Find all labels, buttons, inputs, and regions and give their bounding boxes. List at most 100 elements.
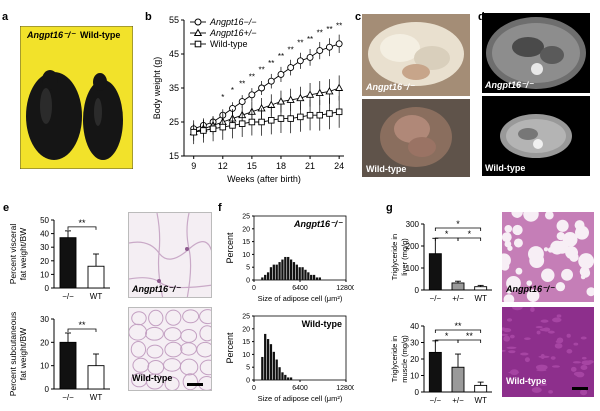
histogram-bar xyxy=(289,377,293,380)
significance-mark: * xyxy=(221,93,224,102)
significance-mark: ** xyxy=(78,320,86,330)
histogram-bar xyxy=(281,372,284,380)
x-tick-label: 24 xyxy=(334,161,344,171)
significance-mark: * xyxy=(468,229,472,239)
y-tick-label: 200 xyxy=(406,242,420,251)
x-tick-label: 12800 xyxy=(336,385,354,392)
data-point-square xyxy=(200,127,207,134)
histogram-bar xyxy=(264,333,267,380)
body-weight-legend: Angpt16−/−Angpt16+/−Wild-type xyxy=(190,17,257,49)
data-point-square xyxy=(316,111,324,119)
y-tick-label: 0 xyxy=(415,286,420,295)
data-point-circle xyxy=(267,77,275,85)
significance-mark: ** xyxy=(297,39,303,48)
y-axis-label: fat weight/BW xyxy=(18,228,28,280)
legend-entry: Wild-type xyxy=(210,39,248,49)
histogram-bar xyxy=(295,264,298,280)
panel-letter-f: f xyxy=(218,202,222,214)
y-tick-label: 0 xyxy=(246,378,250,385)
mouse-label-knockout: Angpt16⁻/⁻ xyxy=(27,30,76,40)
significance-bracket xyxy=(457,237,482,241)
significance-mark: ** xyxy=(326,25,332,34)
data-point-triangle xyxy=(305,90,315,98)
histogram-bar xyxy=(284,256,287,280)
ct-scan-knockout-svg xyxy=(482,13,590,93)
mouse-label-wildtype: Wild-type xyxy=(80,30,121,40)
category-label: WT xyxy=(90,393,103,402)
histogram-bar xyxy=(261,356,264,380)
histogram-bar xyxy=(301,267,304,280)
histogram-bar xyxy=(269,344,273,380)
data-point-square xyxy=(287,115,294,122)
histogram-bar xyxy=(287,256,290,280)
data-point-circle xyxy=(296,57,304,65)
y-tick-label: 25 xyxy=(242,214,250,221)
mouse-photo-svg xyxy=(20,26,133,169)
x-tick-label: 12 xyxy=(218,161,228,171)
x-tick-label: 0 xyxy=(252,385,256,392)
data-point-square xyxy=(258,118,265,126)
histogram-bar xyxy=(315,277,319,280)
fat-histology-knockout xyxy=(128,212,212,298)
legend-entry: Angpt16+/− xyxy=(209,28,257,38)
body-weight-chart: 15 25 35 45 55 9 12 15 18 21 24 Weeks (after birth)… xyxy=(152,15,344,184)
series-line xyxy=(193,111,340,133)
histogram-title: Angpt16⁻/⁻ xyxy=(293,219,343,229)
dissection-photo-wildtype-svg xyxy=(362,99,470,177)
data-point-square xyxy=(277,115,285,122)
liver-triglyceride-chart: 0 100 200 300 Triglyceride in liver (mg/g) −/−… xyxy=(390,219,492,303)
data-point-square xyxy=(335,108,343,116)
histogram-bar xyxy=(272,351,275,380)
ct-label-wildtype: Wild-type xyxy=(485,163,526,173)
significance-bracket xyxy=(434,227,482,231)
histogram-bar xyxy=(281,259,284,280)
data-point-square xyxy=(190,128,197,136)
y-tick-label: 5 xyxy=(246,365,250,372)
y-tick-label: 10 xyxy=(40,270,49,279)
x-tick-label: 6400 xyxy=(292,385,308,392)
data-point-circle xyxy=(306,53,314,61)
histogram-bar xyxy=(266,339,270,380)
data-point-square xyxy=(219,123,227,131)
data-point-square xyxy=(229,122,236,129)
y-axis-label: Percent xyxy=(225,232,235,264)
fat-histology-knockout-svg xyxy=(129,213,211,297)
fat-histology-label-wildtype: Wild-type xyxy=(132,373,173,383)
bar xyxy=(87,365,105,390)
dissection-photo-knockout-svg xyxy=(362,14,470,96)
y-tick-label: 20 xyxy=(40,338,49,347)
significance-mark: ** xyxy=(317,28,323,37)
histogram-bar xyxy=(287,377,290,380)
data-point-circle xyxy=(326,43,333,51)
significance-mark: ** xyxy=(466,331,474,341)
y-tick-label: 55 xyxy=(169,15,179,25)
bar xyxy=(474,286,488,291)
muscle-histology-wildtype-svg xyxy=(502,307,594,397)
y-tick-label: 15 xyxy=(169,151,179,161)
histogram-bar xyxy=(318,277,321,280)
data-point-triangle xyxy=(286,95,295,103)
y-tick-label: 0 xyxy=(45,385,50,394)
y-tick-label: 30 xyxy=(410,339,419,348)
x-tick-label: 18 xyxy=(276,161,286,171)
panel-letter-a: a xyxy=(2,11,9,23)
y-tick-label: 20 xyxy=(242,226,250,233)
mouse-photo xyxy=(20,26,133,169)
histogram-bar xyxy=(278,367,281,380)
y-axis-label: Body weight (g) xyxy=(152,57,162,120)
category-label: +/− xyxy=(452,396,464,405)
liver-histology-knockout xyxy=(502,212,594,302)
histogram-bar xyxy=(264,274,267,280)
significance-bracket xyxy=(67,328,97,332)
histogram-bar xyxy=(292,262,296,280)
data-point-triangle xyxy=(315,88,324,97)
panel-letter-c: c xyxy=(355,11,362,23)
subcutaneous-fat-chart: 0 10 20 30 Percent subcutaneous fat weight/BW… xyxy=(8,312,110,402)
series-line xyxy=(193,87,340,133)
significance-mark: ** xyxy=(258,66,264,75)
series-line xyxy=(193,43,340,130)
histogram-bar xyxy=(310,274,313,280)
y-axis-label: Triglyceride in xyxy=(390,336,399,382)
histogram-bar xyxy=(298,267,301,280)
data-point-circle xyxy=(287,64,295,72)
